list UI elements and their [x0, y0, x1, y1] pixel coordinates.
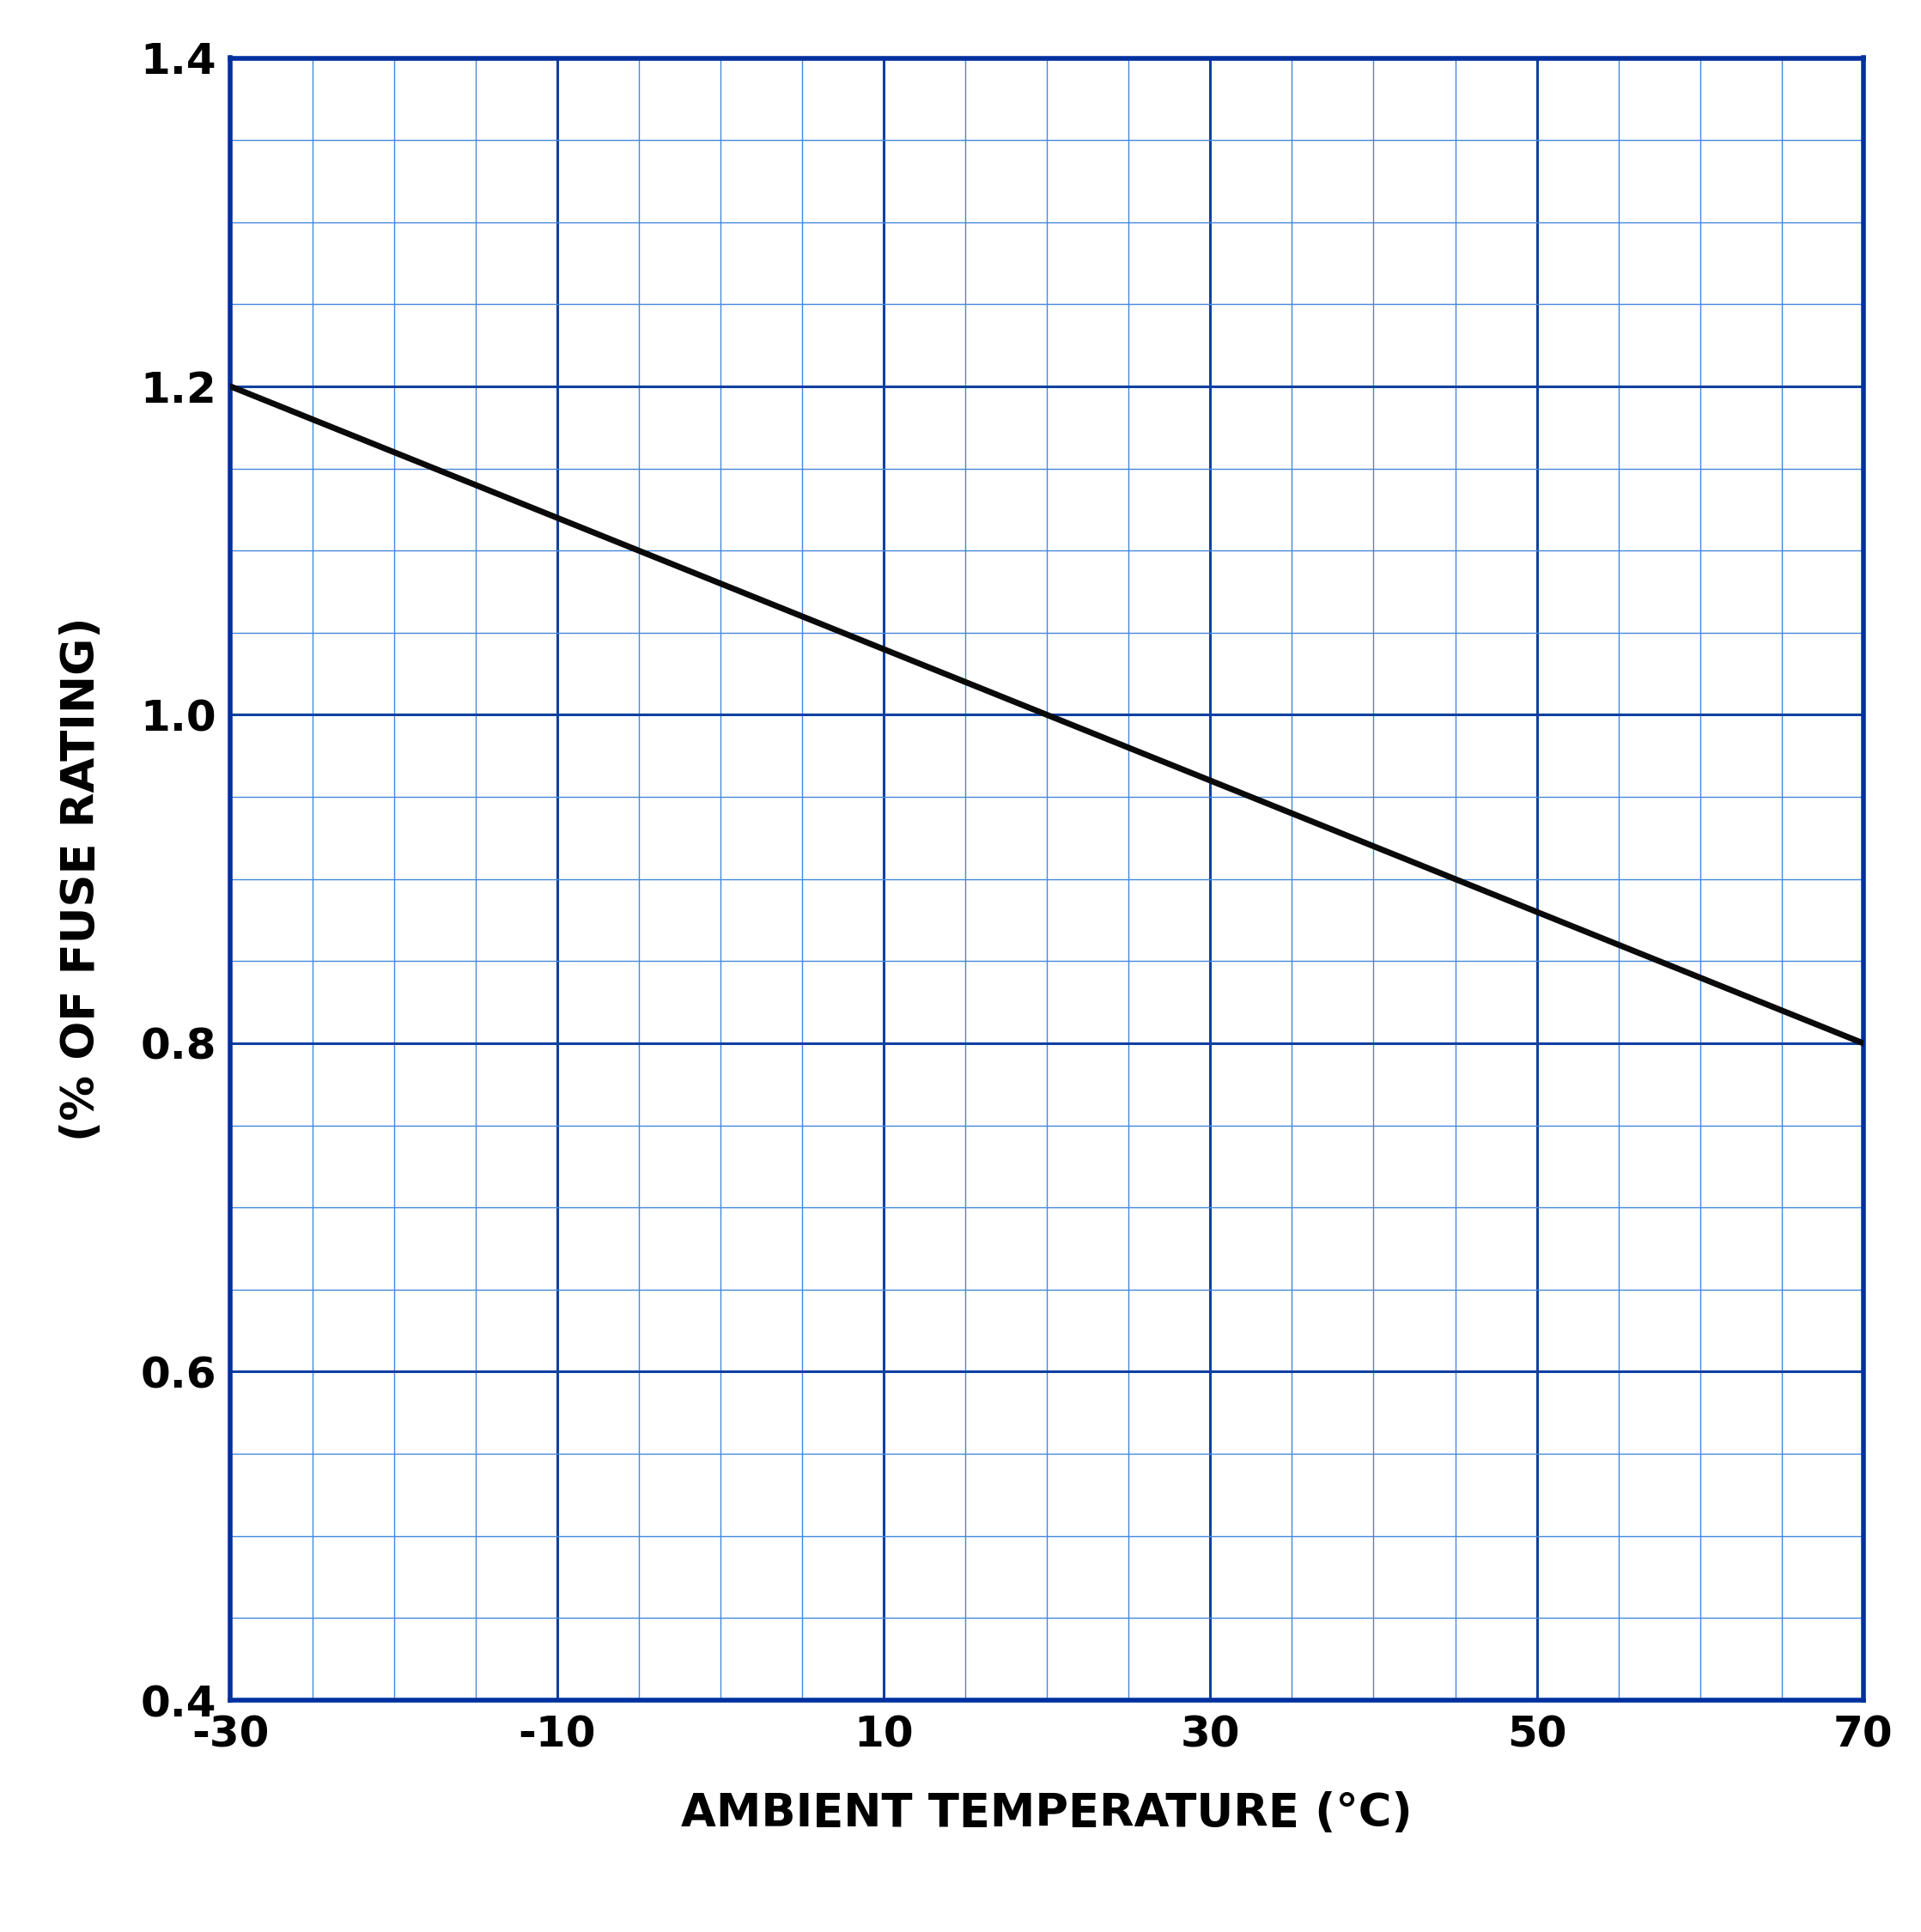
Y-axis label: (% OF FUSE RATING): (% OF FUSE RATING) — [60, 616, 104, 1142]
X-axis label: AMBIENT TEMPERATURE (°C): AMBIENT TEMPERATURE (°C) — [682, 1791, 1412, 1835]
